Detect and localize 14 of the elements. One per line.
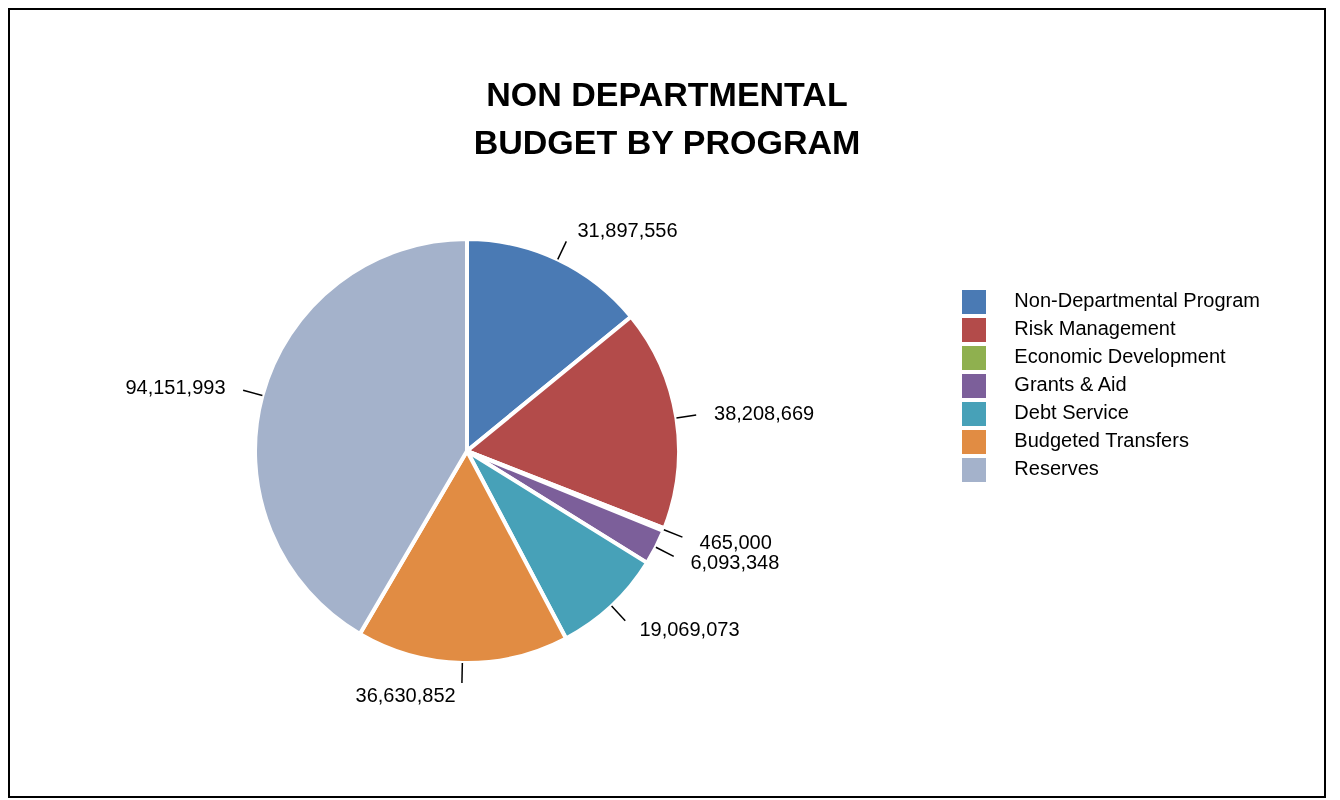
legend-label: Debt Service [1014, 401, 1129, 423]
data-label: 31,897,556 [577, 219, 678, 242]
legend-label: Budgeted Transfers [1014, 429, 1189, 451]
legend-label: Non-Departmental Program [1014, 289, 1260, 311]
legend-label: Economic Development [1014, 345, 1226, 367]
data-label: 38,208,669 [714, 402, 815, 425]
data-label: 94,151,993 [125, 376, 226, 399]
data-label: 465,000 [699, 530, 772, 553]
data-label: 36,630,852 [355, 683, 456, 706]
legend-label: Grants & Aid [1014, 373, 1127, 395]
chart-title: NON DEPARTMENTAL BUDGET BY PROGRAM [472, 74, 862, 163]
data-label: 19,069,073 [639, 618, 740, 641]
legend-label: Reserves [1014, 457, 1099, 479]
legend-label: Risk Management [1014, 317, 1176, 339]
